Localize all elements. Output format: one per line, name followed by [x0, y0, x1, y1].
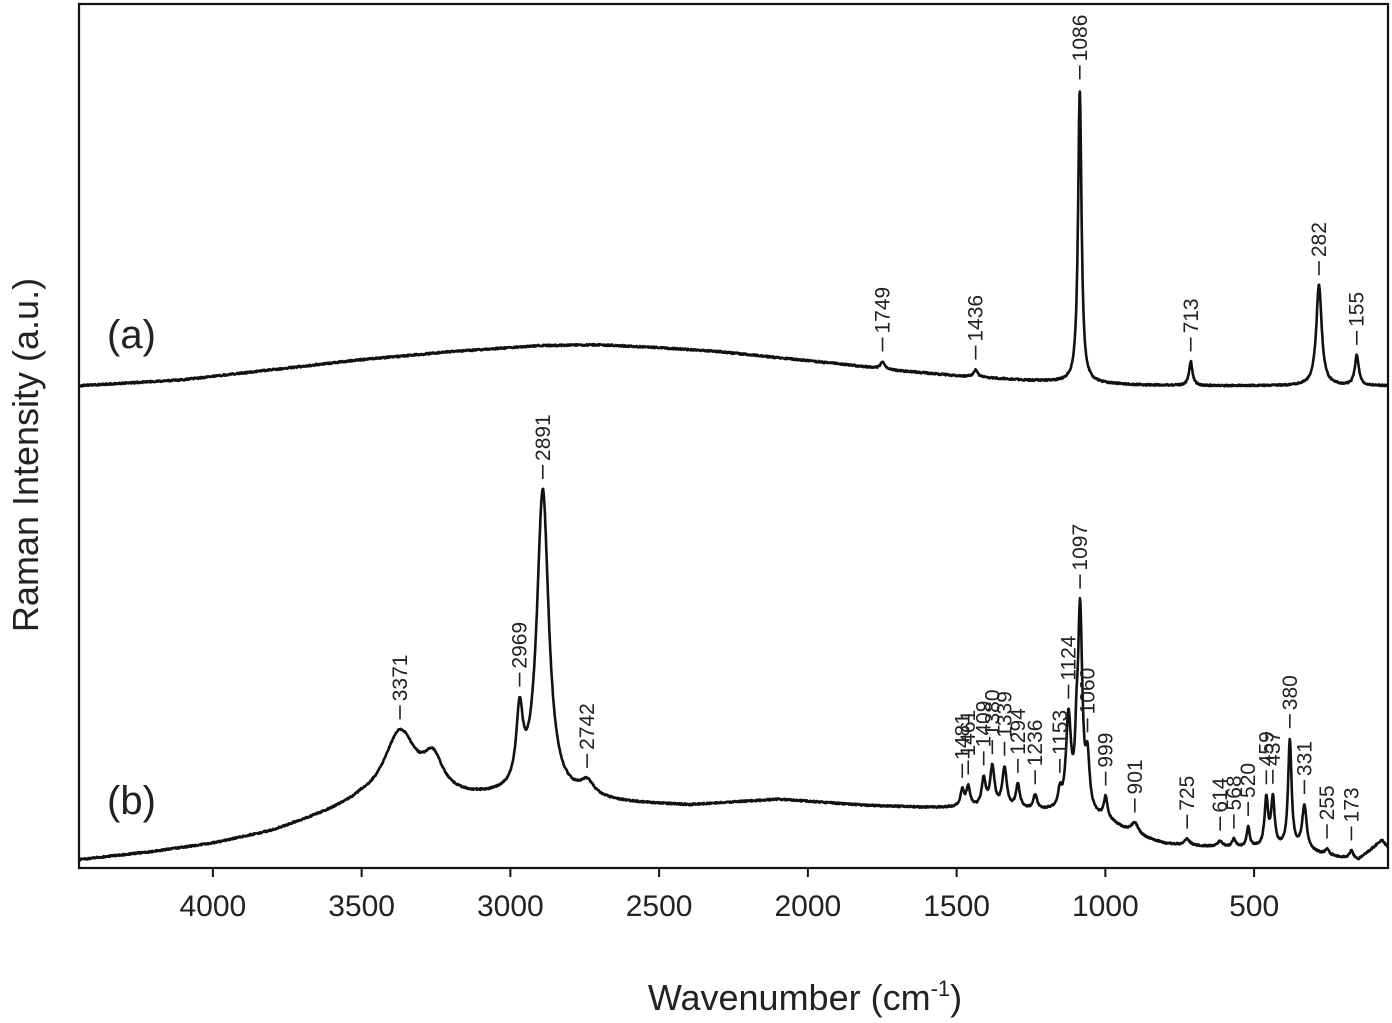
- x-tick-label: 2500: [626, 890, 693, 923]
- peak-label: 1236: [1024, 720, 1047, 767]
- peak-label: 1153: [1049, 710, 1072, 755]
- spectra-lines: [77, 90, 1390, 862]
- peak-label: 1294: [1007, 708, 1030, 755]
- peak-label: 1749: [872, 287, 895, 334]
- peak-annotations: 1749 1436 1086 713 282 155 3371 2969 2891 2742 148…: [389, 15, 1369, 841]
- peak-label: 1436: [965, 295, 988, 342]
- peak-label: 1124: [1057, 635, 1080, 680]
- plot-frame: [77, 2, 1390, 870]
- peak-label: 1086: [1069, 15, 1092, 62]
- peak-label: 520: [1237, 763, 1260, 798]
- peak-label: 2891: [532, 414, 555, 461]
- spectrum-line-a: [78, 90, 1389, 388]
- peak-label: 999: [1095, 733, 1118, 768]
- peak-label: 173: [1340, 787, 1363, 822]
- peak-label: 1097: [1069, 524, 1092, 571]
- peak-label: 725: [1176, 776, 1199, 811]
- x-tick-label: 1000: [1072, 890, 1139, 923]
- peak-label: 713: [1180, 298, 1203, 333]
- x-tick-label: 4000: [180, 890, 247, 923]
- peak-label: 255: [1316, 785, 1339, 820]
- peak-label: 459: [1255, 731, 1278, 766]
- peak-label: 614: [1209, 777, 1232, 812]
- peak-label: 1481: [951, 713, 974, 760]
- x-axis-ticks: 4000 3500 3000 2500 2000 1500 1000 500: [180, 868, 1279, 923]
- x-axis-title-close: ): [950, 977, 962, 1018]
- x-axis-title-main: Wavenumber (cm: [648, 977, 931, 1018]
- spectrum-line-b: [77, 487, 1390, 862]
- x-tick-label: 500: [1229, 890, 1279, 923]
- peak-label: 3371: [389, 655, 412, 702]
- peak-label: 331: [1293, 741, 1316, 776]
- peak-label: 1380: [981, 689, 1004, 736]
- x-axis-title-superscript: -1: [931, 976, 951, 1001]
- peak-label: 437: [1262, 731, 1285, 766]
- x-tick-label: 3500: [328, 890, 395, 923]
- panel-label-b: (b): [107, 779, 156, 823]
- peak-label: 901: [1124, 759, 1147, 794]
- peak-label: 1339: [994, 691, 1017, 738]
- x-tick-label: 2000: [775, 890, 842, 923]
- peak-label: 1409: [973, 701, 996, 748]
- peak-label: 282: [1308, 222, 1331, 257]
- peak-label: 155: [1346, 292, 1369, 327]
- peak-label: 2969: [509, 622, 532, 669]
- x-axis-title: Wavenumber (cm-1): [648, 976, 962, 1018]
- y-axis-title: Raman Intensity (a.u.): [5, 278, 46, 632]
- peak-label: 1461: [957, 710, 980, 757]
- x-tick-label: 3000: [477, 890, 544, 923]
- panel-label-a: (a): [107, 313, 156, 357]
- peak-label: 1060: [1077, 668, 1100, 715]
- peak-label: 2742: [576, 703, 599, 750]
- peak-label: 380: [1279, 675, 1302, 710]
- peak-label: 568: [1223, 775, 1246, 810]
- x-tick-label: 1500: [923, 890, 990, 923]
